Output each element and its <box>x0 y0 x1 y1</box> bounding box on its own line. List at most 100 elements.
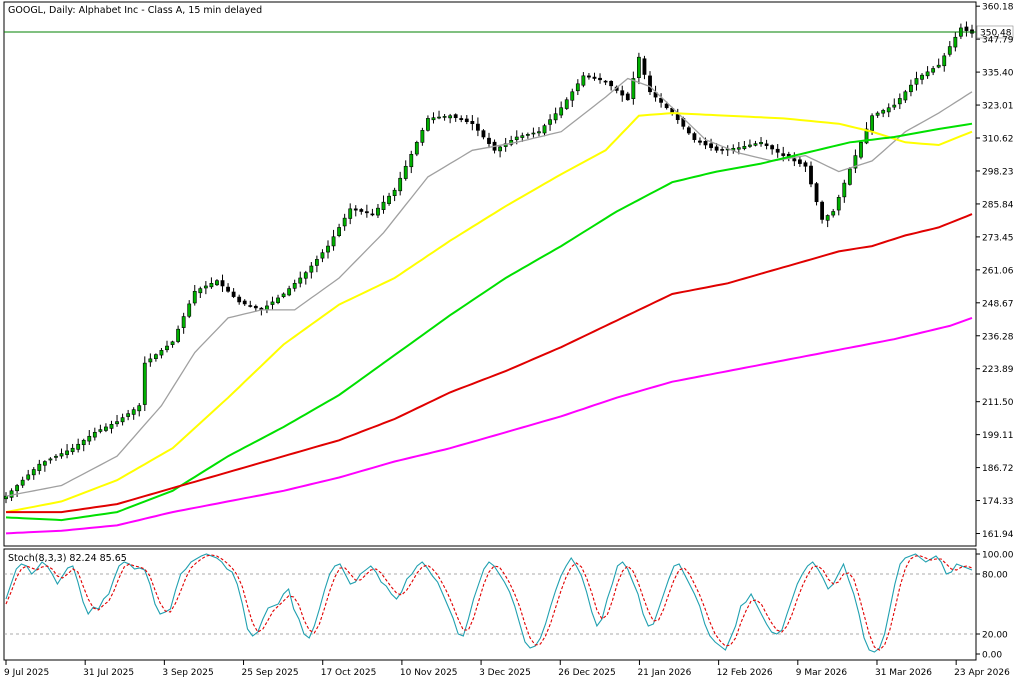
candle <box>642 55 647 80</box>
candle <box>531 127 536 138</box>
y-tick: 285.84 <box>976 200 1014 210</box>
candle <box>847 167 852 186</box>
candle <box>803 160 808 172</box>
candle <box>298 271 303 288</box>
candle <box>759 137 763 147</box>
candle <box>592 72 597 81</box>
x-tick: 25 Sep 2025 <box>242 660 299 678</box>
candle <box>126 409 131 421</box>
y-tick-label: 174.33 <box>982 497 1014 507</box>
x-tick: 3 Sep 2025 <box>162 660 214 678</box>
candle <box>742 140 747 151</box>
y-tick-label: 273.45 <box>982 233 1014 243</box>
stochastic-main-line <box>5 553 973 653</box>
candle <box>537 127 541 137</box>
candle <box>753 140 758 147</box>
candle <box>115 414 119 427</box>
y-tick-label: 223.89 <box>982 365 1014 375</box>
candle <box>376 204 380 219</box>
candle <box>475 117 480 137</box>
candle <box>842 179 847 203</box>
candle <box>287 285 292 297</box>
candle <box>575 79 580 96</box>
candle <box>914 71 919 91</box>
y-tick-label: 236.28 <box>982 332 1014 342</box>
candle <box>165 340 169 353</box>
y-tick-label: 360.18 <box>982 3 1014 13</box>
y-tick-label: 298.23 <box>982 167 1014 177</box>
candle <box>70 443 75 455</box>
candle <box>886 103 891 118</box>
x-tick: 31 Mar 2026 <box>875 660 932 678</box>
candle <box>237 294 242 305</box>
y-tick: 174.33 <box>976 497 1014 507</box>
candle <box>797 156 802 167</box>
x-tick-label: 3 Sep 2025 <box>162 668 213 678</box>
candle <box>770 144 775 155</box>
x-tick-label: 26 Dec 2025 <box>558 668 616 678</box>
y-tick: 261.06 <box>976 266 1014 276</box>
x-tick-label: 21 Jan 2026 <box>637 668 691 678</box>
x-tick-label: 31 Mar 2026 <box>875 668 932 678</box>
candle <box>692 131 697 143</box>
candle <box>137 403 142 417</box>
y-tick: 236.28 <box>976 332 1014 342</box>
candle <box>636 52 641 85</box>
candle <box>181 312 186 334</box>
x-tick-label: 12 Feb 2026 <box>717 668 773 678</box>
price-panel <box>3 1 977 547</box>
y-tick-label: 261.06 <box>982 266 1014 276</box>
candle <box>414 140 419 157</box>
candle <box>659 93 664 108</box>
candle <box>903 89 908 103</box>
y-tick: 223.89 <box>976 365 1014 375</box>
candle <box>453 113 458 122</box>
moving-average-line <box>6 213 973 514</box>
candle <box>820 200 825 224</box>
y-tick: 186.72 <box>976 464 1014 474</box>
candle <box>598 73 602 84</box>
candle <box>448 113 453 124</box>
candle <box>809 161 813 188</box>
candle <box>709 138 713 151</box>
candle <box>326 240 330 259</box>
candle <box>931 65 936 76</box>
candle <box>942 52 947 72</box>
candle <box>15 483 20 497</box>
y-tick: 248.67 <box>976 299 1014 309</box>
stochastic-y-tick-label: 20.00 <box>982 631 1008 641</box>
x-tick: 23 Apr 2026 <box>954 660 1010 678</box>
candle <box>686 125 691 135</box>
candle <box>426 115 430 132</box>
candle <box>581 72 586 88</box>
y-tick-label: 211.50 <box>982 398 1014 408</box>
candle <box>159 348 164 359</box>
candle <box>953 32 958 52</box>
candle <box>242 299 247 306</box>
stochastic-y-tick-label: 100.00 <box>982 551 1014 561</box>
x-tick-label: 3 Dec 2025 <box>479 668 531 678</box>
candle <box>387 192 391 206</box>
candle <box>359 208 364 215</box>
candle <box>936 58 941 69</box>
price-plot-area <box>4 21 976 535</box>
candle <box>925 66 930 79</box>
candle <box>947 41 952 57</box>
candle <box>892 98 897 110</box>
y-tick: 323.01 <box>976 102 1014 112</box>
candle <box>520 132 525 142</box>
x-tick-label: 9 Jul 2025 <box>4 668 49 678</box>
candle <box>509 135 514 147</box>
y-tick-label: 310.62 <box>982 135 1014 145</box>
stochastic-signal-line <box>5 554 973 651</box>
candle <box>487 132 491 149</box>
candle <box>281 292 286 299</box>
y-tick-label: 186.72 <box>982 464 1014 474</box>
current-price-label: 350.48 <box>980 28 1012 38</box>
x-tick-label: 31 Jul 2025 <box>83 668 134 678</box>
candle <box>248 300 253 308</box>
x-tick: 26 Dec 2025 <box>558 660 616 678</box>
x-tick: 3 Dec 2025 <box>479 660 531 678</box>
chart-title: GOOGL, Daily: Alphabet Inc - Class A, 15… <box>8 5 262 16</box>
